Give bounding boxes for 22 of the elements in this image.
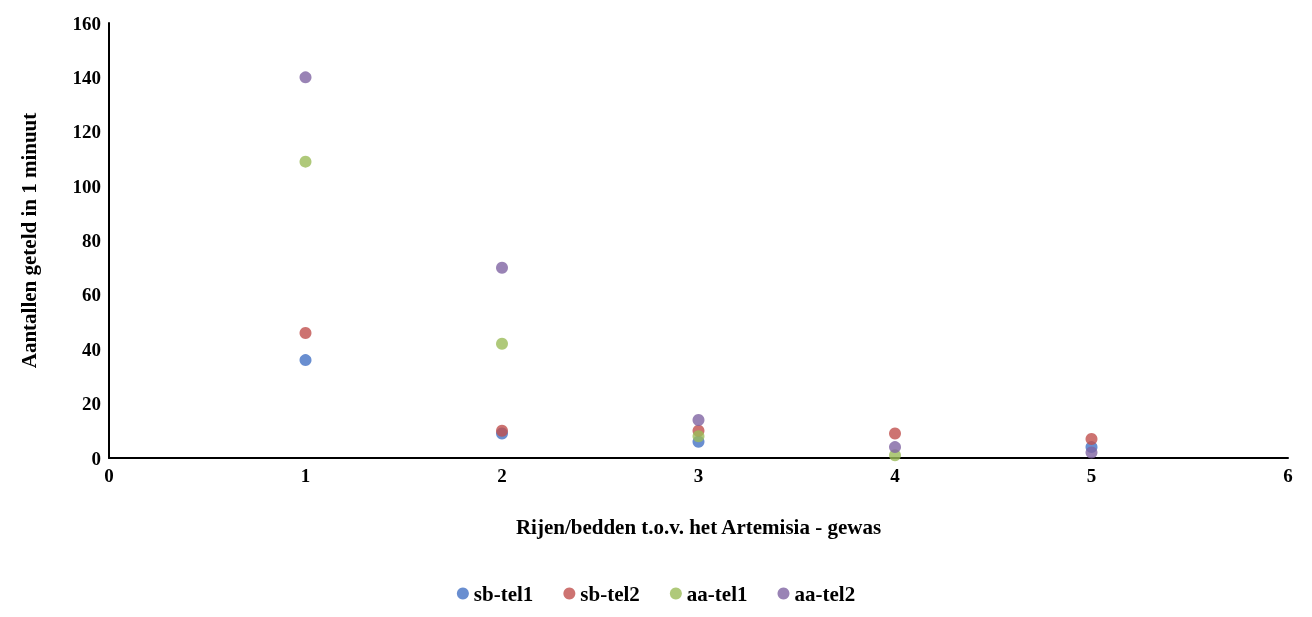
legend-label: sb-tel1	[473, 581, 534, 606]
legend-label: aa-tel2	[794, 581, 856, 606]
x-tick-label: 5	[1086, 465, 1097, 486]
x-axis-title: Rijen/bedden t.o.v. het Artemisia - gewas	[515, 514, 882, 539]
y-tick-label: 80	[82, 230, 101, 251]
legend-label: aa-tel1	[686, 581, 748, 606]
x-tick-label: 4	[890, 465, 901, 486]
x-tick-label: 6	[1283, 465, 1293, 486]
legend-label: sb-tel2	[580, 581, 640, 606]
y-tick-label: 120	[72, 121, 101, 143]
y-tick-label: 60	[82, 284, 101, 306]
x-tick-label: 1	[300, 465, 311, 486]
y-tick-label: 140	[72, 66, 101, 88]
x-tick-label: 3	[693, 465, 704, 486]
y-tick-label: 40	[82, 338, 101, 360]
x-tick-label: 2	[497, 465, 507, 486]
y-tick-label: 20	[82, 393, 101, 415]
y-axis-title: Aantallen geteld in 1 minuut	[16, 112, 41, 369]
x-tick-label: 0	[104, 465, 114, 486]
y-tick-label: 160	[72, 12, 101, 34]
y-tick-label: 0	[91, 447, 101, 469]
y-tick-label: 100	[72, 175, 101, 197]
